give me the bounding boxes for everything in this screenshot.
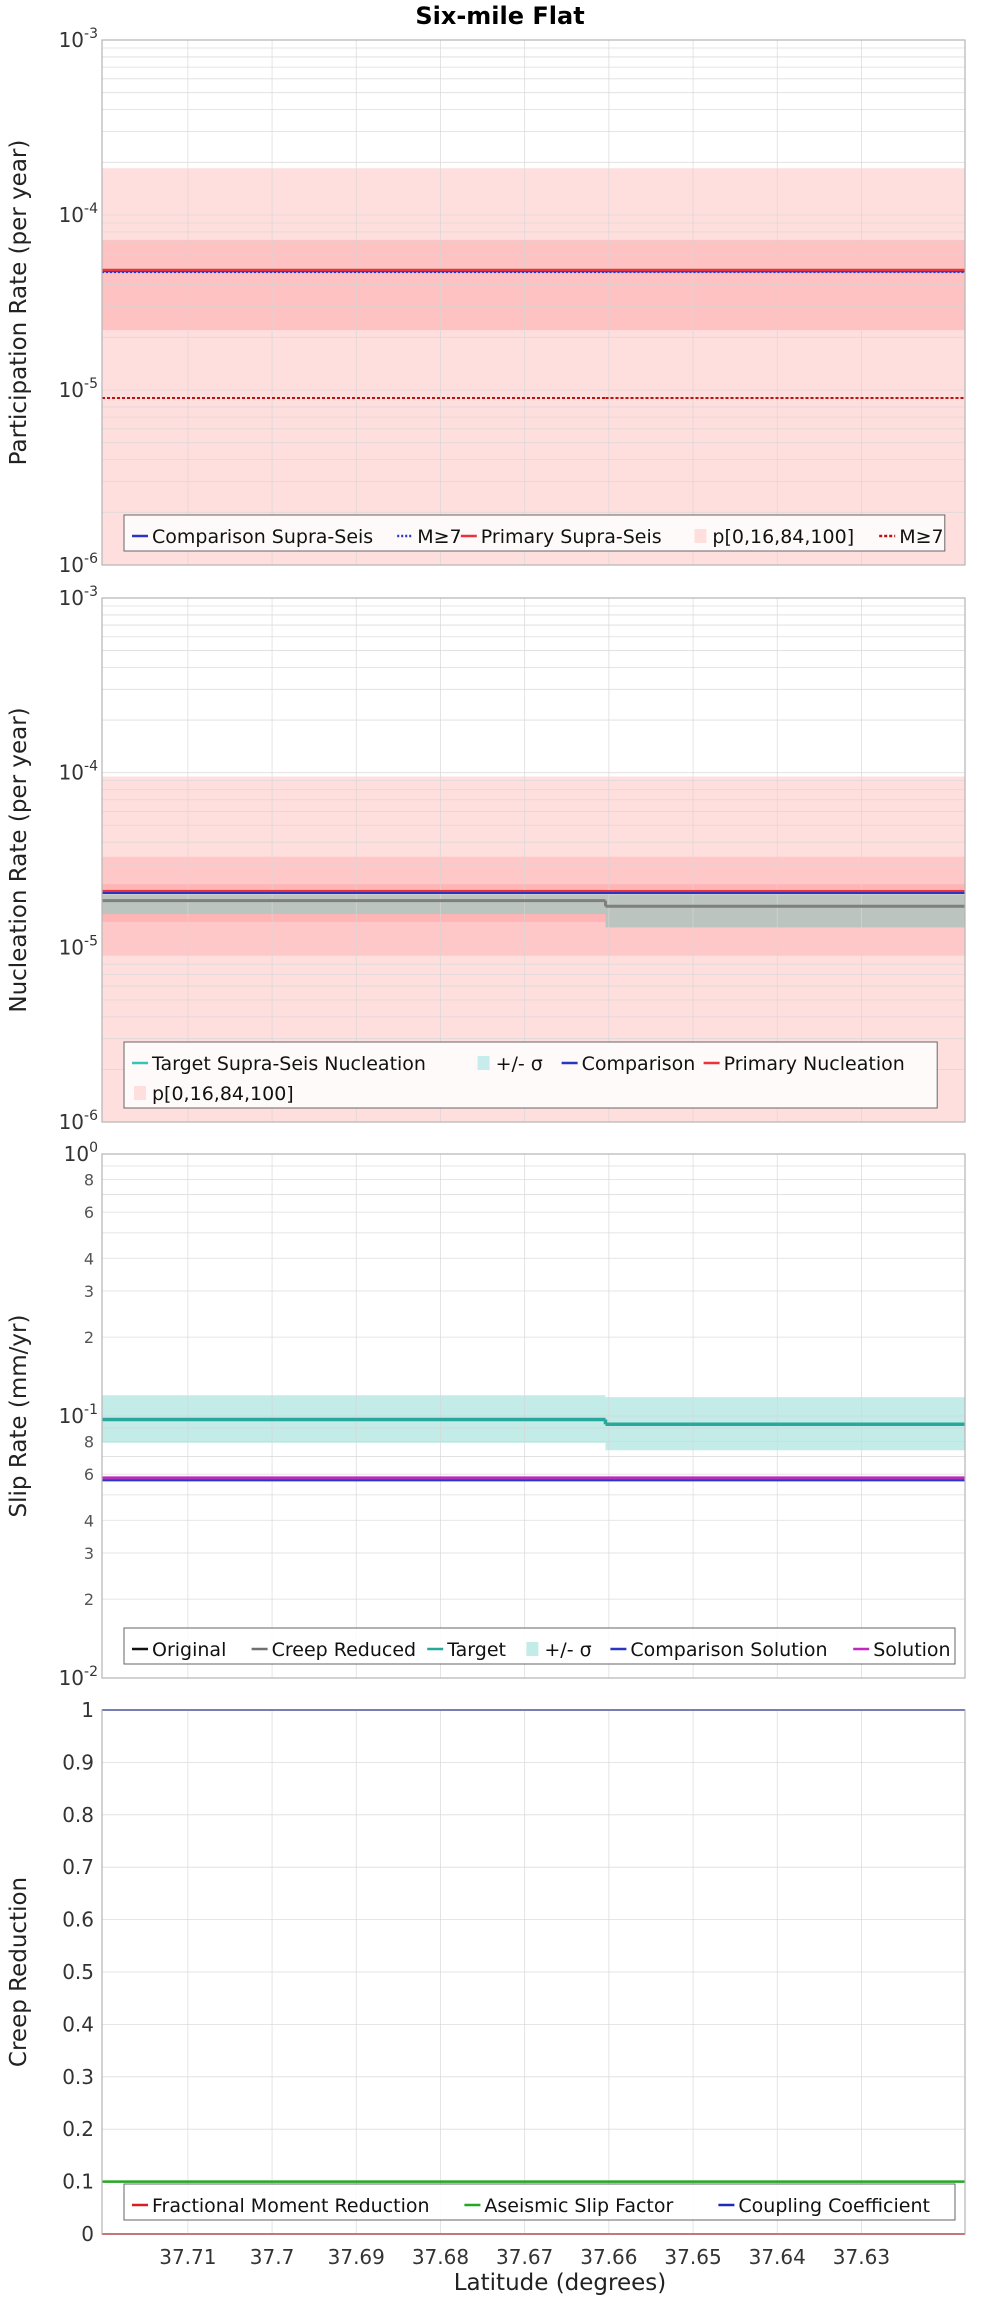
y-minor-tick-label: 6 [84, 1465, 94, 1484]
y-tick-label: 10-2 [59, 1664, 98, 1690]
y-tick-label: 10-3 [59, 26, 98, 52]
band-p-0-16-84-100- [102, 168, 606, 566]
legend: Target Supra-Seis Nucleation +/- σ Compari… [123, 1041, 938, 1109]
x-tick-label: 37.71 [159, 2245, 216, 2269]
plot-frame [101, 1153, 966, 1679]
y-tick-label: 0.8 [62, 1803, 94, 1827]
legend-label: Creep Reduced [272, 1639, 416, 1661]
x-axis-label: Latitude (degrees) [454, 2270, 667, 2296]
y-axis-label: Slip Rate (mm/yr) [6, 1315, 32, 1518]
chart-panels: 10-6 10-5 10-4 10-3 Participation Rate (per … [6, 26, 966, 2269]
x-tick-label: 37.68 [412, 2245, 469, 2269]
x-tick-label: 37.67 [496, 2245, 553, 2269]
y-minor-tick-label: 8 [84, 1170, 94, 1189]
legend-box [123, 2183, 956, 2221]
y-tick-label: 0.6 [62, 1908, 94, 1932]
legend-swatch [694, 529, 707, 543]
legend-box [123, 1627, 956, 1665]
y-tick-label: 10-5 [59, 376, 98, 402]
y-tick-label: 10-6 [59, 551, 99, 577]
y-axis-label: Creep Reduction [6, 1877, 32, 2067]
legend-box [123, 514, 946, 552]
legend-label: Comparison Supra-Seis [152, 526, 373, 548]
legend-label: Aseismic Slip Factor [484, 2195, 673, 2217]
y-tick-label: 0.4 [62, 2012, 94, 2036]
legend-label: M≥7 [899, 526, 943, 548]
y-tick-label: 0 [81, 2222, 94, 2246]
x-tick-label: 37.63 [833, 2245, 890, 2269]
grid [102, 40, 965, 566]
y-tick-label: 10-1 [59, 1402, 98, 1428]
legend: Original Creep Reduced Target +/- σ Comparis… [123, 1627, 956, 1665]
legend-label: Solution [873, 1639, 950, 1661]
legend-label: Fractional Moment Reduction [152, 2195, 430, 2217]
legend-box [123, 1041, 938, 1109]
legend: Comparison Supra-Seis M≥7 Primary Supra-Se… [123, 514, 946, 552]
legend-swatch [477, 1056, 490, 1070]
panel-3: 10-2 10-1 100 2 3 4 6 8 2 3 4 6 8 Slip Rate (mm/yr) Or… [6, 1140, 966, 1690]
legend-label: M≥7 [417, 526, 461, 548]
y-tick-label: 1 [81, 1698, 94, 1722]
panel-2: 10-6 10-5 10-4 10-3 Nucleation Rate (per yea… [6, 584, 966, 1134]
legend-label: +/- σ [496, 1053, 543, 1075]
y-tick-label: 0.1 [62, 2170, 94, 2194]
y-tick-label: 10-5 [59, 933, 98, 959]
legend-label: Coupling Coefficient [738, 2195, 930, 2217]
x-tick-label: 37.65 [664, 2245, 721, 2269]
y-tick-label: 0.7 [62, 1855, 94, 1879]
y-minor-tick-label: 6 [84, 1203, 94, 1222]
y-tick-label: 0.2 [62, 2117, 94, 2141]
legend-swatch [526, 1642, 539, 1656]
legend-swatch [134, 1086, 146, 1100]
x-tick-label: 37.66 [580, 2245, 637, 2269]
grid [102, 1154, 965, 1679]
plot-frame [101, 597, 966, 1123]
y-tick-label: 0.5 [62, 1960, 94, 1984]
y-minor-tick-label: 8 [84, 1432, 94, 1451]
y-minor-tick-label: 4 [84, 1249, 94, 1268]
y-tick-label: 0.3 [62, 2065, 94, 2089]
legend-label: Original [152, 1639, 226, 1661]
legend-label: Primary Nucleation [724, 1053, 905, 1075]
legend-label: p[0,16,84,100] [712, 526, 854, 548]
x-tick-label: 37.64 [749, 2245, 806, 2269]
y-tick-label: 10-4 [59, 759, 99, 785]
y-tick-label: 10-6 [59, 1108, 99, 1134]
y-minor-tick-label: 3 [84, 1282, 94, 1301]
y-axis-label: Nucleation Rate (per year) [6, 707, 32, 1012]
legend-label: Comparison Solution [630, 1639, 827, 1661]
y-minor-tick-label: 4 [84, 1511, 94, 1530]
y-minor-tick-label: 2 [84, 1590, 94, 1609]
y-tick-label: 100 [64, 1140, 98, 1166]
legend-label: Target Supra-Seis Nucleation [151, 1053, 426, 1075]
band-p-0-16-84-100- [605, 168, 965, 566]
plot-frame [101, 1709, 966, 2235]
x-tick-label: 37.7 [250, 2245, 295, 2269]
y-axis-label: Participation Rate (per year) [6, 140, 32, 466]
y-tick-label: 10-4 [59, 201, 99, 227]
y-minor-tick-label: 3 [84, 1544, 94, 1563]
panel-1: 10-6 10-5 10-4 10-3 Participation Rate (per … [6, 26, 966, 577]
legend-label: Comparison [582, 1053, 696, 1075]
x-tick-label: 37.69 [328, 2245, 385, 2269]
chart-title: Six-mile Flat [415, 2, 584, 30]
legend: Fractional Moment Reduction Aseismic Slip… [123, 2183, 956, 2221]
y-tick-label: 10-3 [59, 584, 98, 610]
panel-4: 0 0.1 0.2 0.3 0.4 0.5 0.6 0.7 0.8 0.9 1 Creep Reduc… [6, 1698, 966, 2269]
legend-label: +/- σ [544, 1639, 591, 1661]
legend-label: Primary Supra-Seis [481, 526, 662, 548]
y-minor-tick-label: 2 [84, 1328, 94, 1347]
y-tick-label: 0.9 [62, 1750, 94, 1774]
band-- [605, 891, 965, 928]
legend-label: Target [446, 1639, 506, 1661]
legend-label: p[0,16,84,100] [152, 1083, 294, 1105]
plot-frame [101, 39, 966, 566]
